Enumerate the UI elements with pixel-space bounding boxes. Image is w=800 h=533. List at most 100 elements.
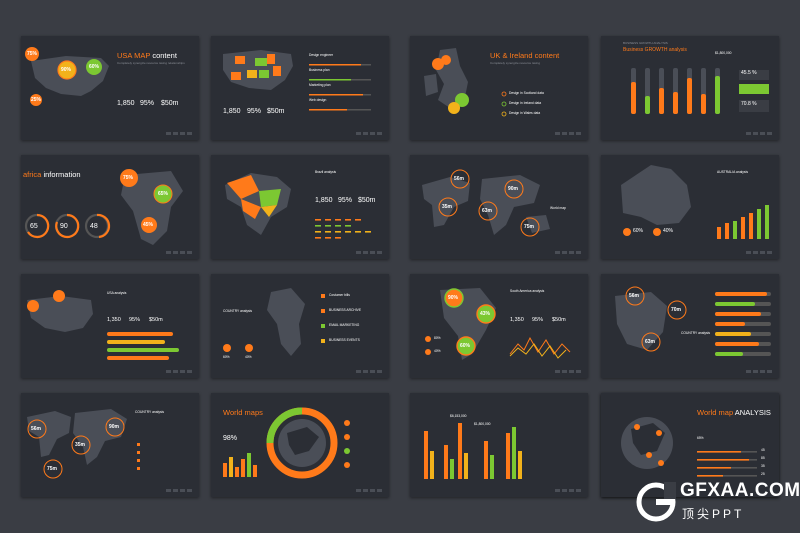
bubble-25	[30, 94, 42, 106]
bubble-3-label: 35m	[75, 442, 86, 448]
row-value-1: 45	[761, 448, 765, 452]
list-item-4: BUSINESS EVENTS	[329, 338, 360, 342]
slide-business-growth[interactable]: BUSINESS GROWTH ANALYSIS Business GROWTH…	[601, 36, 779, 140]
usa-map	[25, 47, 109, 106]
list-item-1: Costumer bills	[329, 293, 350, 297]
stat-3: $50m	[267, 108, 285, 115]
slide-title: COUNTRY analysis	[223, 309, 253, 313]
value-2: 40%	[245, 355, 252, 359]
slide-usa-progress[interactable]: Design engineer Business plan Marketing …	[211, 36, 389, 140]
stat-3: $50m	[358, 197, 376, 204]
stat-3: $50m	[552, 317, 566, 323]
top-value-1: $6,153,000	[450, 414, 467, 418]
slide-nav	[555, 132, 581, 135]
world-map-small	[27, 409, 140, 479]
value-2: 40%	[663, 228, 674, 234]
australia-map	[621, 165, 769, 239]
slide-nav	[356, 132, 382, 135]
bubble-75	[25, 47, 39, 61]
slide-title: Brazil analysis	[315, 170, 337, 174]
slide-nav	[356, 251, 382, 254]
slide-title: World map ANALYSIS	[697, 408, 771, 417]
slide-world-analysis[interactable]: World map ANALYSIS 65% 45 85 35 25	[601, 393, 779, 497]
value-1: 80%	[434, 336, 441, 340]
slide-title: COUNTRY analysis	[135, 410, 165, 414]
slide-head: BUSINESS GROWTH ANALYSIS	[623, 41, 668, 45]
slide-title: USA analysis	[107, 291, 127, 295]
bubble-1-label: 75%	[123, 175, 134, 181]
slide-country-bars[interactable]: 56m 70m 63m COUNTRY analysis	[601, 274, 779, 378]
stat-2: 95%	[247, 108, 262, 115]
gauge-3-value: 48	[90, 223, 98, 230]
slide-world-map[interactable]: 56m 90m 35m 63m 75m World map	[410, 155, 588, 259]
percent-stat: 65%	[697, 436, 704, 440]
stat-1: 1,350	[510, 317, 524, 323]
stat-2: 95%	[140, 100, 155, 107]
row-value-2: 85	[761, 456, 765, 460]
slide-world-maps[interactable]: World maps 98%	[211, 393, 389, 497]
slide-nav	[166, 489, 192, 492]
world-map	[422, 169, 550, 237]
bubble-2-label: 90m	[508, 186, 519, 192]
bubble-2-label: 65%	[158, 191, 169, 197]
list-item-2: BUSINESS ARCHIVE	[329, 308, 362, 312]
bubble-4-label: 63m	[482, 208, 493, 214]
bubble-5-label: 75m	[524, 224, 535, 230]
slide-nav	[746, 370, 772, 373]
bubble-2-label: 90m	[109, 424, 120, 430]
slide-world-country[interactable]: 56m 90m 35m 75m COUNTRY analysis	[21, 393, 199, 497]
gauge-1-value: 65	[30, 223, 38, 230]
bubble-3-label: 35m	[442, 204, 453, 210]
slide-nav	[166, 370, 192, 373]
slide-country-analysis[interactable]: COUNTRY analysis Costumer bills BUSINESS…	[211, 274, 389, 378]
percent-stat: 98%	[223, 435, 238, 442]
row-value-4: 25	[761, 472, 765, 476]
growth-bar-chart	[631, 68, 769, 114]
slide-nav	[166, 251, 192, 254]
list-item-3: EMAIL MARKETING	[329, 323, 360, 327]
slide-brazil[interactable]: Brazil analysis 1,850 95% $50m	[211, 155, 389, 259]
value-1: 60%	[633, 228, 644, 234]
bubble-1-label: 56m	[31, 426, 42, 432]
watermark-brand: GFXAA.COM	[680, 480, 800, 501]
bubble-60	[86, 59, 102, 75]
slide-nav	[166, 132, 192, 135]
stat-2: 95%	[338, 197, 353, 204]
slide-usa-analysis[interactable]: USA analysis 1,350 95% $50m	[21, 274, 199, 378]
value-2: 40%	[434, 349, 441, 353]
bubble-90-label: 90%	[61, 67, 72, 73]
slide-title: World map	[550, 206, 566, 210]
slide-title: africa information	[23, 170, 81, 179]
slide-nav	[356, 370, 382, 373]
world-analysis-globe	[621, 417, 757, 477]
slide-title: Business GROWTH analysis	[623, 47, 687, 53]
stat-1: 1,850	[315, 197, 333, 204]
slide-australia[interactable]: AUSTRALIA analysis 60% 40%	[601, 155, 779, 259]
bar-chart	[424, 423, 522, 479]
slide-uk-ireland[interactable]: UK & Ireland content Completely synergiz…	[410, 36, 588, 140]
slide-nav	[746, 132, 772, 135]
stat-3: $50m	[161, 100, 179, 107]
bubble-60-label: 60%	[89, 64, 100, 70]
bubble-1-label: 56m	[629, 293, 640, 299]
slide-usa-map[interactable]: 75% 90% 60% 25% USA MAP content Complete…	[21, 36, 199, 140]
slide-title: UK & Ireland content	[490, 51, 560, 60]
usa-colored-map	[223, 50, 371, 111]
slide-bar-chart[interactable]: $6,153,000 $1,800,000	[410, 393, 588, 497]
country-map	[223, 288, 325, 356]
slide-africa[interactable]: africa information 75% 65% 45% 65 90 48	[21, 155, 199, 259]
item-label-1: Design engineer	[309, 53, 334, 57]
slide-south-america[interactable]: South America analysis 90% 43% 60% 80% 4…	[410, 274, 588, 378]
list-item-2: Design in Ireland data	[509, 101, 542, 105]
africa-map	[24, 169, 183, 245]
value-1: 60%	[223, 355, 230, 359]
slide-title: COUNTRY analysis	[681, 331, 711, 335]
watermark: GFXAA.COM 顶尖PPT	[636, 474, 800, 530]
list-item-1: Design in Scotland data	[509, 91, 544, 95]
slide-nav	[555, 489, 581, 492]
slide-nav	[555, 251, 581, 254]
bubble-3-label: 63m	[645, 339, 656, 345]
bubble-2-label: 43%	[480, 311, 491, 317]
stat-1: 1,850	[223, 108, 241, 115]
